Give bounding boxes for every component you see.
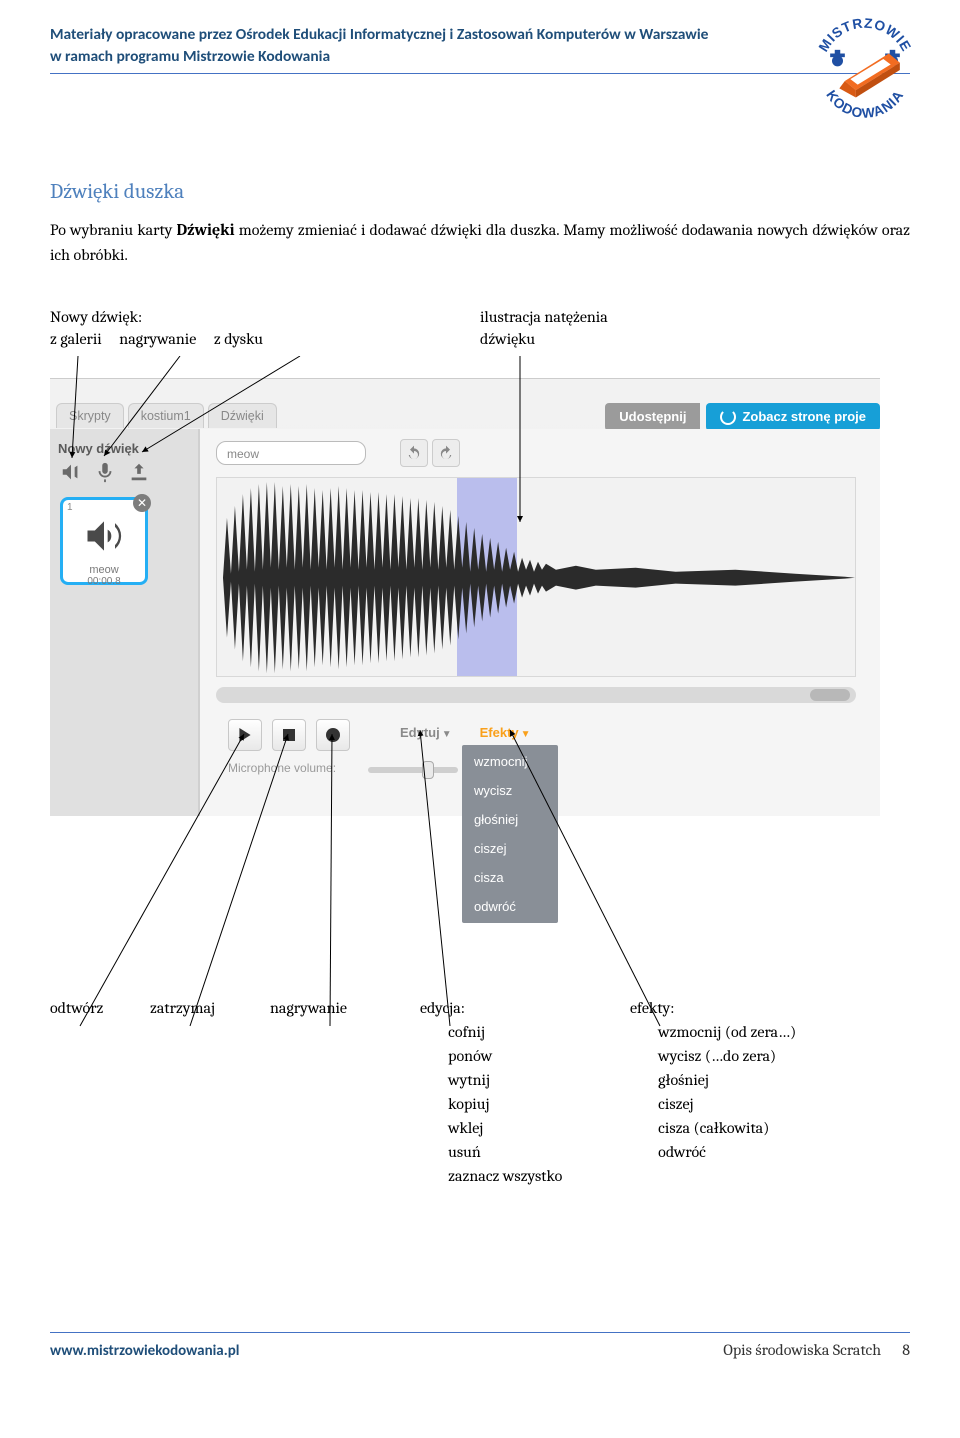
thumb-name: meow [63, 564, 145, 576]
page-footer: www.mistrzowiekodowania.pl Opis środowis… [50, 1332, 910, 1360]
annotation-bottom: odtwórz zatrzymaj nagrywanie edycja: cof… [50, 996, 910, 1188]
col-odtworz: odtwórz [50, 996, 150, 1188]
section-paragraph: Po wybraniu karty Dźwięki możemy zmienia… [50, 218, 910, 268]
refresh-icon [720, 409, 736, 425]
efx-wzmocnij[interactable]: wzmocnij [462, 747, 558, 776]
footer-doc-title: Opis środowiska Scratch [723, 1341, 881, 1359]
scrollbar-track[interactable] [216, 687, 856, 703]
col-edycja: edycja: cofnij ponów wytnij kopiuj wklej… [420, 996, 630, 1188]
annot-sources: z galerii nagrywanie z dysku [50, 330, 480, 348]
annotation-top-row1: Nowy dźwięk: ilustracja natężenia [50, 308, 910, 326]
efx-wycisz[interactable]: wycisz [462, 776, 558, 805]
efx-cisza[interactable]: cisza [462, 863, 558, 892]
left-panel: Nowy dźwięk 1 ✕ meow 00:00.8 [50, 429, 200, 816]
annot-ilustracja: ilustracja natężenia [480, 308, 608, 326]
logo-bottom-text: KODOWANIA [823, 87, 906, 121]
chevron-down-icon: ▼ [442, 729, 452, 740]
annot-nowy-dzwiek: Nowy dźwięk: [50, 308, 480, 326]
sound-thumbnail[interactable]: 1 ✕ meow 00:00.8 [60, 497, 148, 585]
chevron-down-icon: ▼ [521, 729, 531, 740]
tab-skrypty[interactable]: Skrypty [56, 403, 124, 428]
volume-slider[interactable] [368, 767, 458, 773]
project-page-button[interactable]: Zobacz stronę proje [706, 403, 880, 431]
col-zatrzymaj: zatrzymaj [150, 996, 270, 1188]
screenshot-body: Skrypty kostium1 Dźwięki Udostępnij Zoba… [50, 378, 880, 816]
microphone-volume-label: Microphone volume: [228, 761, 336, 775]
svg-text:MISTRZOWIE: MISTRZOWIE [816, 16, 914, 55]
effects-menu[interactable]: Efekty▼ [480, 725, 531, 740]
upload-icon[interactable] [128, 461, 150, 483]
share-button[interactable]: Udostępnij [605, 403, 700, 431]
library-icon[interactable] [60, 461, 82, 483]
thumb-time: 00:00.8 [63, 576, 145, 587]
col-efekty: efekty: wzmocnij (od zera…) wycisz (…do … [630, 996, 796, 1188]
header-line2: w ramach programu Mistrzowie Kodowania [50, 47, 330, 66]
microphone-icon[interactable] [94, 461, 116, 483]
top-buttons: Udostępnij Zobacz stronę proje [605, 403, 880, 431]
tab-dzwieki[interactable]: Dźwięki [208, 403, 277, 428]
waveform-display[interactable] [216, 477, 856, 677]
waveform-svg [217, 478, 855, 677]
menu-labels: Edytuj▼ Efekty▼ [400, 725, 531, 740]
record-button[interactable] [316, 719, 350, 751]
project-page-label: Zobacz stronę proje [742, 409, 866, 424]
logo-mistrzowie-kodowania: MISTRZOWIE KODOWANIA [810, 15, 920, 125]
efx-glosniej[interactable]: głośniej [462, 805, 558, 834]
thumb-number: 1 [67, 502, 73, 513]
svg-text:KODOWANIA: KODOWANIA [823, 87, 906, 121]
undo-redo [400, 439, 460, 467]
section-title: Dźwięki duszka [50, 180, 910, 204]
annot-dzwieku: dźwięku [480, 330, 535, 348]
annotation-top-row2: z galerii nagrywanie z dysku dźwięku [50, 330, 910, 348]
efx-ciszej[interactable]: ciszej [462, 834, 558, 863]
undo-button[interactable] [400, 439, 428, 467]
para-before: Po wybraniu karty [50, 221, 177, 239]
para-bold: Dźwięki [177, 221, 235, 239]
footer-right: Opis środowiska Scratch 8 [723, 1341, 910, 1359]
nowy-dzwiek-label: Nowy dźwięk [58, 441, 139, 456]
footer-page-number: 8 [902, 1341, 910, 1359]
thumb-delete-icon[interactable]: ✕ [133, 494, 151, 512]
edit-menu[interactable]: Edytuj▼ [400, 725, 452, 740]
header-text: Materiały opracowane przez Ośrodek Eduka… [50, 20, 910, 67]
slider-knob[interactable] [422, 761, 434, 779]
scrollbar-thumb[interactable] [810, 689, 850, 701]
effects-dropdown: wzmocnij wycisz głośniej ciszej cisza od… [462, 745, 558, 923]
sound-name-input[interactable]: meow [216, 441, 366, 465]
play-button[interactable] [228, 719, 262, 751]
logo-top-text: MISTRZOWIE [816, 16, 914, 55]
efx-odwroc[interactable]: odwróć [462, 892, 558, 921]
header-line1: Materiały opracowane przez Ośrodek Eduka… [50, 25, 708, 44]
sound-editor: meow [200, 429, 880, 816]
speaker-icon [63, 514, 145, 562]
scratch-screenshot: Skrypty kostium1 Dźwięki Udostępnij Zoba… [50, 356, 880, 816]
header-rule [50, 73, 910, 74]
page-header: Materiały opracowane przez Ośrodek Eduka… [50, 20, 910, 120]
tabs: Skrypty kostium1 Dźwięki [56, 403, 277, 428]
footer-url: www.mistrzowiekodowania.pl [50, 1342, 239, 1360]
footer-rule [50, 1332, 910, 1333]
play-controls [228, 719, 350, 751]
stop-button[interactable] [272, 719, 306, 751]
col-nagrywanie: nagrywanie [270, 996, 420, 1188]
tab-kostium[interactable]: kostium1 [128, 403, 204, 428]
new-sound-icons [60, 461, 150, 483]
redo-button[interactable] [432, 439, 460, 467]
